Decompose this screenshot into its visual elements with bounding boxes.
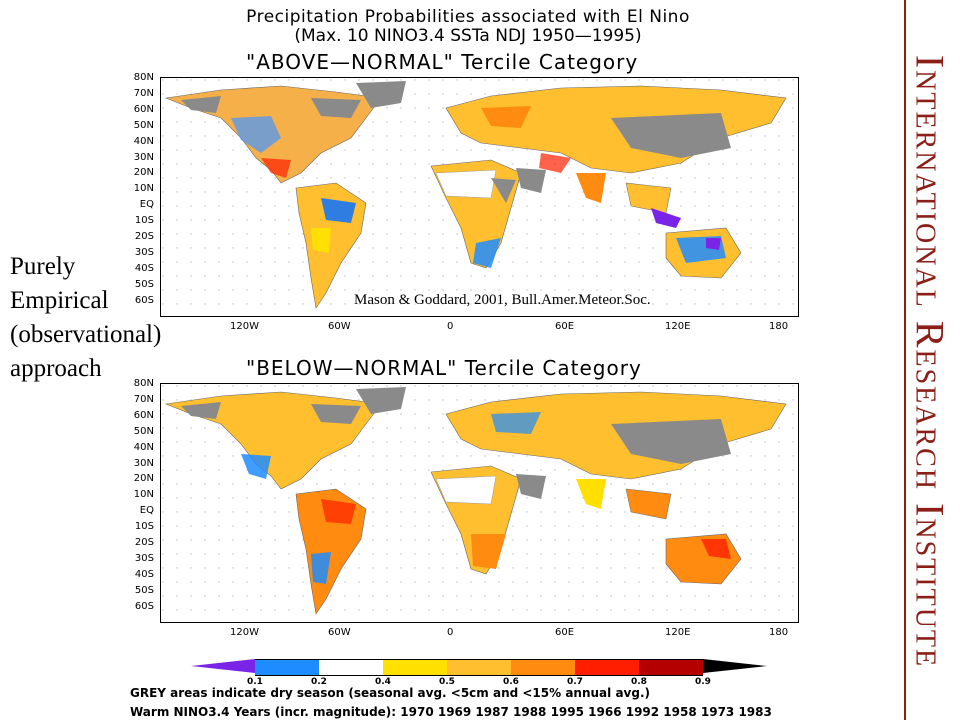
lon-label: 0 [447, 321, 454, 332]
side-line-4: approach [10, 355, 102, 382]
institute-banner: International Research Institute [900, 0, 960, 720]
lat-label: 30S [134, 552, 154, 564]
legend-swatch [575, 659, 639, 676]
legend-label: 0.7 [567, 677, 583, 687]
legend-label: 0.6 [503, 677, 519, 687]
lat-label: 80N [133, 378, 154, 389]
legend-label: 0.9 [695, 677, 711, 687]
lat-label: 40N [133, 135, 154, 147]
lat-label: 30N [133, 151, 154, 163]
lat-label: 70N [133, 393, 154, 405]
lat-label: 70N [133, 87, 154, 99]
lat-label: EQ [139, 199, 154, 211]
lat-label: 60N [133, 409, 154, 421]
lon-label: 60W [328, 321, 351, 332]
title-line-2: (Max. 10 NINO3.4 SSTa NDJ 1950—1995) [294, 26, 642, 46]
lat-label: 30S [134, 246, 154, 258]
lat-label: 60S [134, 294, 154, 306]
side-line-1: Purely [10, 253, 76, 280]
legend-arrow-left [191, 659, 255, 673]
lat-label: EQ [139, 505, 154, 517]
lat-label: 10S [134, 521, 154, 533]
legend-swatch [447, 659, 511, 676]
lon-label: 120W [230, 627, 259, 638]
institute-name: International Research Institute [907, 54, 953, 669]
legend-label: 0.5 [439, 677, 455, 687]
citation: Mason & Goddard, 2001, Bull.Amer.Meteor.… [354, 292, 651, 309]
legend-label: 0.2 [311, 677, 327, 687]
legend-swatch [511, 659, 575, 676]
lat-label: 10N [133, 489, 154, 501]
lat-label: 50S [134, 584, 154, 596]
greenland [356, 81, 406, 108]
map-title: Precipitation Probabilities associated w… [228, 8, 708, 46]
legend-label: 0.4 [375, 677, 391, 687]
title-line-1: Precipitation Probabilities associated w… [246, 7, 690, 27]
above-normal-heading: "ABOVE—NORMAL" Tercile Category [246, 50, 639, 74]
lat-label: 10S [134, 215, 154, 227]
legend-arrow-right [703, 659, 767, 673]
lat-label: 40S [134, 262, 154, 274]
lat-label: 20S [134, 537, 154, 548]
side-line-3: (observational) [10, 321, 162, 348]
side-caption: Purely Empirical (observational) approac… [10, 250, 161, 386]
lat-label: 80N [133, 72, 154, 83]
lon-label: 60E [555, 627, 575, 638]
side-line-2: Empirical [10, 287, 109, 314]
above-normal-map [160, 77, 799, 317]
lat-label: 60S [134, 600, 154, 612]
below-normal-map [160, 383, 799, 623]
lat-label: 10N [133, 183, 154, 195]
lat-label: 50S [134, 278, 154, 290]
lon-label: 120W [230, 321, 259, 332]
lat-label: 20S [134, 231, 154, 242]
legend-swatch [639, 659, 703, 676]
lon-label: 180 [769, 321, 789, 332]
lat-label: 40N [133, 441, 154, 453]
lat-label: 20N [133, 473, 154, 485]
grey-areas-note: GREY areas indicate dry season (seasonal… [130, 686, 651, 700]
lon-label: 120E [665, 627, 691, 638]
banner-divider [904, 0, 906, 720]
lat-label: 60N [133, 103, 154, 115]
lat-label: 50N [133, 119, 154, 131]
legend-swatch [255, 659, 319, 676]
lat-label: 20N [133, 167, 154, 179]
legend-swatch [319, 659, 383, 676]
lat-label: 40S [134, 568, 154, 580]
lon-label: 60E [555, 321, 575, 332]
below-normal-heading: "BELOW—NORMAL" Tercile Category [246, 356, 642, 380]
lon-label: 60W [328, 627, 351, 638]
lat-label: 30N [133, 457, 154, 469]
legend-label: 0.1 [247, 677, 263, 687]
lon-label: 180 [769, 627, 789, 638]
warm-years-note: Warm NINO3.4 Years (incr. magnitude): 19… [130, 705, 772, 719]
lon-label: 0 [447, 627, 454, 638]
lon-label: 120E [665, 321, 691, 332]
legend-label: 0.8 [631, 677, 647, 687]
lat-label: 50N [133, 425, 154, 437]
legend-swatch [383, 659, 447, 676]
